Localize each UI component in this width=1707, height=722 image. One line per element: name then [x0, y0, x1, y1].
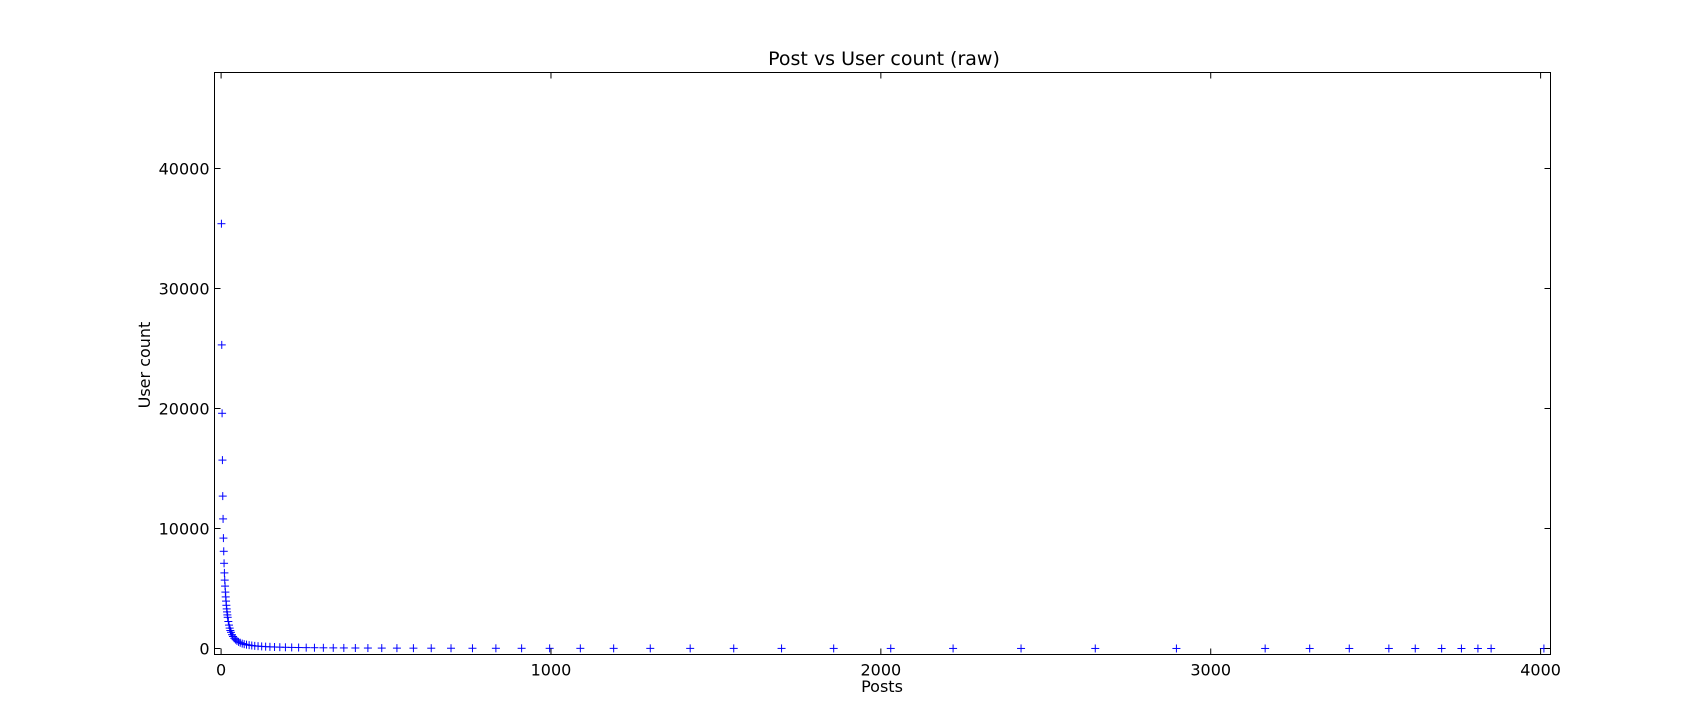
plot-area — [214, 72, 1551, 655]
data-point — [949, 644, 958, 653]
data-point — [1261, 644, 1270, 653]
data-point — [219, 534, 228, 543]
data-point — [729, 644, 738, 653]
data-point — [427, 644, 436, 653]
data-point — [517, 644, 526, 653]
data-point — [287, 643, 296, 652]
y-tick-label: 20000 — [159, 400, 210, 419]
data-point — [218, 456, 227, 465]
data-point — [220, 559, 229, 568]
data-point — [1411, 644, 1420, 653]
data-point — [1457, 644, 1466, 653]
data-point — [1345, 644, 1354, 653]
data-points — [217, 219, 1548, 653]
data-point — [319, 643, 328, 652]
data-point — [363, 644, 372, 653]
data-point — [294, 643, 303, 652]
x-tick-label: 2000 — [860, 661, 901, 680]
data-point — [232, 636, 241, 645]
data-point — [220, 568, 229, 577]
data-point — [491, 644, 500, 653]
data-point — [686, 644, 695, 653]
data-point — [609, 644, 618, 653]
data-point — [1473, 644, 1482, 653]
data-point — [218, 492, 227, 501]
data-point — [310, 643, 319, 652]
data-point — [1305, 644, 1314, 653]
data-point — [236, 638, 245, 647]
y-tick-label: 30000 — [159, 280, 210, 299]
data-point — [1487, 644, 1496, 653]
data-point — [226, 626, 235, 635]
y-tick-label: 40000 — [159, 160, 210, 179]
data-point — [219, 547, 228, 556]
data-point — [218, 409, 227, 418]
data-point — [219, 514, 228, 523]
data-point — [329, 643, 338, 652]
data-point — [302, 643, 311, 652]
x-tick-label: 0 — [216, 661, 226, 680]
x-tick-label: 4000 — [1520, 661, 1561, 680]
data-point — [777, 644, 786, 653]
data-point — [1017, 644, 1026, 653]
y-tick-label: 10000 — [159, 520, 210, 539]
data-point — [545, 644, 554, 653]
x-axis-label: Posts — [861, 677, 903, 696]
data-point — [217, 219, 226, 228]
data-point — [576, 644, 585, 653]
x-tick-label: 3000 — [1190, 661, 1231, 680]
data-point — [339, 643, 348, 652]
data-point — [1384, 644, 1393, 653]
data-point — [1091, 644, 1100, 653]
data-point — [409, 644, 418, 653]
x-tick-label: 1000 — [531, 661, 572, 680]
data-point — [1172, 644, 1181, 653]
y-tick-label: 0 — [199, 640, 209, 659]
data-point — [377, 644, 386, 653]
data-point — [829, 644, 838, 653]
y-axis-label: User count — [135, 322, 154, 409]
data-point — [224, 617, 233, 626]
data-point — [886, 644, 895, 653]
data-point — [238, 639, 247, 648]
data-point — [447, 644, 456, 653]
data-point — [351, 643, 360, 652]
data-point — [1437, 644, 1446, 653]
chart-title: Post vs User count (raw) — [768, 48, 1000, 70]
data-point — [646, 644, 655, 653]
data-point — [468, 644, 477, 653]
data-point — [217, 340, 226, 349]
data-point — [223, 613, 232, 622]
data-point — [392, 644, 401, 653]
data-point — [234, 637, 243, 646]
